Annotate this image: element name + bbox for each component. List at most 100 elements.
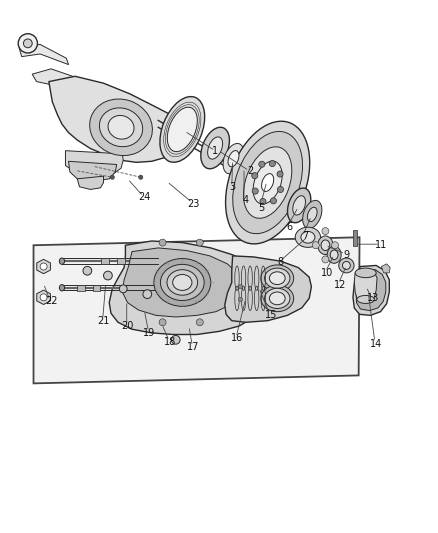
Circle shape [143,290,151,298]
Circle shape [40,263,47,270]
Polygon shape [33,237,359,383]
Text: 8: 8 [277,257,283,267]
Circle shape [83,266,92,275]
Polygon shape [355,270,385,311]
Circle shape [321,228,328,235]
Ellipse shape [225,121,309,244]
Circle shape [321,256,328,263]
Text: 1: 1 [212,146,218,156]
Ellipse shape [342,262,350,269]
Ellipse shape [108,116,134,139]
Ellipse shape [159,96,204,162]
Ellipse shape [232,132,302,233]
Ellipse shape [153,259,210,306]
Text: 11: 11 [374,240,387,251]
Text: 9: 9 [343,250,349,260]
Circle shape [258,161,264,167]
Polygon shape [224,256,311,322]
Text: 23: 23 [187,199,199,209]
Text: 21: 21 [97,316,110,326]
Bar [117,258,124,264]
Polygon shape [49,76,184,163]
Polygon shape [32,69,158,120]
Polygon shape [19,44,68,64]
Ellipse shape [329,250,337,260]
Circle shape [331,242,338,249]
Text: 22: 22 [45,296,57,306]
Ellipse shape [253,161,282,204]
Text: 4: 4 [242,195,248,205]
Text: 16: 16 [230,333,243,343]
Ellipse shape [167,107,197,152]
Text: 20: 20 [121,321,134,331]
Ellipse shape [227,150,238,167]
Polygon shape [352,265,389,316]
Circle shape [277,187,283,192]
Ellipse shape [317,236,332,255]
Text: 2: 2 [247,166,253,176]
Ellipse shape [235,154,253,180]
Ellipse shape [264,268,289,288]
Text: 12: 12 [333,280,345,289]
Circle shape [196,239,203,246]
Ellipse shape [294,227,320,247]
Ellipse shape [302,200,321,229]
Text: 7: 7 [301,231,307,241]
Ellipse shape [264,288,289,309]
Bar [352,230,357,246]
Ellipse shape [261,174,273,191]
Ellipse shape [260,265,293,292]
Ellipse shape [166,270,197,295]
Text: 5: 5 [258,203,264,213]
Ellipse shape [269,272,285,285]
Ellipse shape [320,240,329,251]
Text: 6: 6 [286,222,292,232]
Circle shape [40,294,47,301]
Ellipse shape [307,207,316,222]
Ellipse shape [89,99,152,156]
Circle shape [251,188,258,194]
Ellipse shape [354,268,375,278]
Polygon shape [122,248,240,317]
Circle shape [119,285,127,293]
Circle shape [110,175,114,180]
Circle shape [251,173,257,179]
Circle shape [159,319,166,326]
Ellipse shape [207,137,222,159]
Ellipse shape [172,274,191,290]
Text: 17: 17 [187,342,199,352]
Circle shape [103,271,112,280]
Polygon shape [68,161,117,182]
Polygon shape [37,260,50,273]
Polygon shape [109,241,265,335]
Circle shape [159,239,166,246]
Text: 10: 10 [320,268,332,278]
Polygon shape [37,290,50,304]
Ellipse shape [356,295,374,303]
Circle shape [311,242,318,249]
Ellipse shape [59,285,64,291]
Bar [101,258,109,264]
Ellipse shape [223,143,244,174]
Circle shape [138,175,143,180]
Circle shape [23,39,32,48]
Polygon shape [353,273,376,301]
Circle shape [276,171,283,177]
Text: 15: 15 [265,310,277,320]
Text: 24: 24 [138,192,150,203]
Circle shape [270,198,276,204]
Polygon shape [65,151,123,175]
Circle shape [238,285,242,289]
Circle shape [18,34,37,53]
Ellipse shape [59,258,64,264]
Polygon shape [77,176,103,189]
Circle shape [196,319,203,326]
Bar [77,285,85,291]
Ellipse shape [269,292,285,305]
Ellipse shape [239,159,249,174]
Ellipse shape [99,108,142,147]
Ellipse shape [287,188,310,223]
Ellipse shape [338,258,353,273]
Bar [92,285,100,291]
Ellipse shape [326,246,340,263]
